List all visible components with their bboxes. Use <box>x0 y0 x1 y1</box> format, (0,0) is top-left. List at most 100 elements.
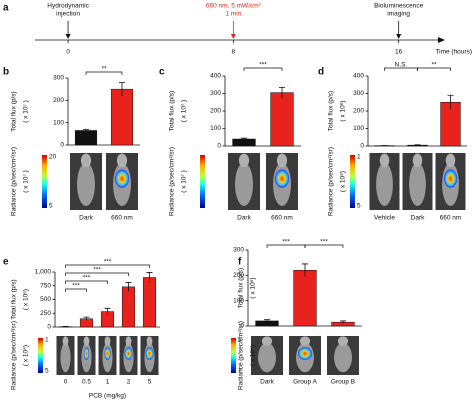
colorbar-unit: ( x 10⁸) <box>250 345 257 366</box>
x-tick-label: 8 <box>232 49 236 56</box>
mouse-head <box>445 153 456 168</box>
error-bar <box>279 86 285 98</box>
signal <box>114 169 130 188</box>
colorbar <box>200 155 205 208</box>
x-axis-title: Time (hours) <box>435 49 472 56</box>
y-tick-label: 0 <box>360 143 364 150</box>
x-tick-label: Dark <box>237 215 251 222</box>
colorbar-tick: 5 <box>357 203 361 210</box>
mouse-head <box>379 153 390 168</box>
y-tick-label: 100 <box>210 125 221 132</box>
error-bar <box>62 326 69 327</box>
colorbar-unit: ( x 10⁷ ) <box>23 170 30 193</box>
error-bar <box>146 272 153 283</box>
y-axis-unit: ( x 10⁶) <box>23 289 30 310</box>
significance-label: *** <box>282 239 290 246</box>
y-tick-label: 200 <box>353 108 364 115</box>
bar <box>293 270 317 327</box>
colorbar-title: Radiance (p/sec/cm²/sr) <box>11 147 18 216</box>
significance-label: N.S. <box>395 62 408 69</box>
x-tick-label: 660 nm <box>111 215 133 222</box>
x-tick-label: 2 <box>127 379 131 386</box>
error-bar <box>340 320 346 324</box>
y-tick-label: 400 <box>210 73 221 80</box>
signal <box>274 169 290 188</box>
x-tick-label: Dark <box>260 379 274 386</box>
y-tick-label: 300 <box>233 247 244 254</box>
colorbar-title: Radiance (p/sec/cm²/sr) <box>328 147 335 216</box>
colorbar-tick: 1 <box>45 337 49 344</box>
error-bar <box>125 282 132 292</box>
y-tick-label: 500 <box>40 296 51 303</box>
bar <box>142 277 157 328</box>
y-tick-label: 0 <box>217 143 221 150</box>
mouse-body <box>235 162 253 207</box>
y-tick-label: 300 <box>353 90 364 97</box>
y-axis-title: Total flux (p/s) <box>328 91 335 131</box>
significance-bracket <box>304 244 344 248</box>
y-axis-title: Total flux (p/s) <box>11 279 18 319</box>
y-axis-unit: ( x 10⁶) <box>250 277 257 298</box>
colorbar-tick: 1 <box>357 154 361 161</box>
mouse-head <box>80 153 92 168</box>
colorbar-unit: ( x 10⁸) <box>340 171 347 192</box>
mouse-head <box>125 336 132 346</box>
y-tick-label: 200 <box>210 108 221 115</box>
significance-label: *** <box>104 259 112 266</box>
x-tick-label: 0 <box>66 49 70 56</box>
mouse-body <box>60 342 71 373</box>
colorbar <box>231 338 236 373</box>
significance-label: *** <box>259 62 267 69</box>
mouse-head <box>116 153 128 168</box>
mouse-head <box>83 336 90 346</box>
significance-bracket <box>85 71 123 75</box>
significance-bracket <box>243 67 283 71</box>
signal <box>104 347 111 360</box>
mouse-body <box>409 162 426 207</box>
bar <box>270 92 294 147</box>
y-axis-unit: ( x 10⁷ ) <box>181 100 188 123</box>
x-tick-label: Dark <box>411 215 425 222</box>
y-axis-unit: ( x 10⁷ ) <box>23 100 30 123</box>
x-tick-label: 0.5 <box>82 379 91 386</box>
mouse-body <box>77 162 95 207</box>
significance-label: *** <box>93 267 101 274</box>
colorbar-tick: 1 <box>238 368 242 375</box>
colorbar-title: Radiance (p/sec/cm²/sr) <box>238 321 245 390</box>
significance-bracket <box>65 272 129 276</box>
bar <box>74 130 98 146</box>
error-bar <box>302 263 308 277</box>
y-tick-label: 0 <box>47 324 51 331</box>
mouse-head <box>276 153 288 168</box>
y-tick-label: 0 <box>60 142 64 149</box>
event-label: Hydrodynamic <box>47 3 89 10</box>
mouse-body <box>376 162 393 207</box>
x-tick-label: 5 <box>148 379 152 386</box>
mouse-head <box>337 336 349 346</box>
x-tick-label: 0 <box>64 379 68 386</box>
colorbar-tick: 5 <box>45 368 49 375</box>
signal <box>145 347 154 360</box>
significance-bracket <box>65 280 108 284</box>
mouse-head <box>146 336 153 346</box>
y-axis-title: Total flux (p/s) <box>11 91 18 131</box>
significance-label: *** <box>72 283 80 290</box>
y-tick-label: 100 <box>53 119 64 126</box>
x-tick-label: Dark <box>79 215 93 222</box>
error-bar <box>83 128 89 132</box>
x-tick-label: Group B <box>331 379 355 386</box>
x-tick-label: Group A <box>293 379 318 386</box>
bar <box>110 88 134 146</box>
panel-label: f <box>238 257 242 268</box>
colorbar-tick: 5 <box>238 337 242 344</box>
significance-label: ** <box>101 66 107 73</box>
significance-bracket <box>65 288 87 292</box>
y-axis-title: Total flux (p/s) <box>169 91 176 131</box>
x-tick-label: Vehicle <box>374 215 395 222</box>
arrow-head <box>65 34 71 39</box>
colorbar-unit: ( x 10⁸) <box>23 345 30 366</box>
colorbar-tick: 20 <box>49 154 57 161</box>
colorbar-title: Radiance (p/sec/cm²/sr) <box>11 321 18 390</box>
y-tick-label: 100 <box>233 297 244 304</box>
colorbar <box>350 155 355 208</box>
